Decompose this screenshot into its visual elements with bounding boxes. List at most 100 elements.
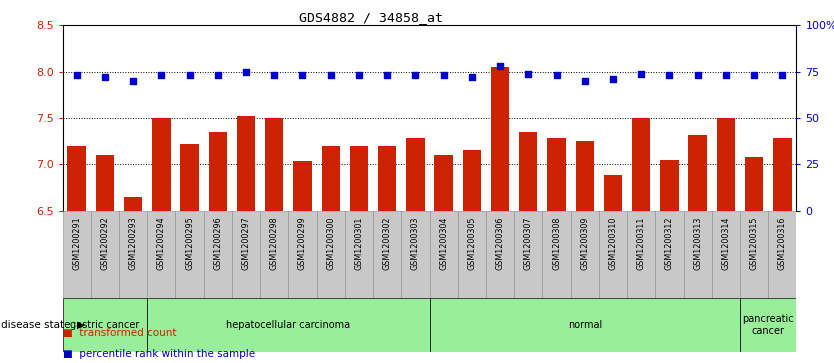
Point: [747, 73, 761, 78]
Text: GSM1200301: GSM1200301: [354, 217, 364, 270]
Point: [409, 73, 422, 78]
Point: [578, 78, 591, 84]
Bar: [458, 211, 486, 298]
Text: GSM1200309: GSM1200309: [580, 217, 590, 270]
Bar: [260, 211, 289, 298]
Point: [465, 74, 479, 80]
Point: [296, 73, 309, 78]
Bar: [745, 157, 763, 211]
Bar: [175, 211, 203, 298]
Text: GSM1200291: GSM1200291: [73, 217, 81, 270]
Point: [776, 73, 789, 78]
Bar: [491, 67, 510, 211]
Text: GSM1200315: GSM1200315: [750, 217, 759, 270]
Text: GSM1200311: GSM1200311: [636, 217, 646, 270]
Bar: [124, 197, 143, 211]
Point: [719, 73, 732, 78]
Bar: [768, 211, 796, 298]
Bar: [599, 211, 627, 298]
Bar: [547, 138, 565, 211]
Point: [635, 71, 648, 77]
Bar: [349, 146, 368, 211]
Text: GSM1200307: GSM1200307: [524, 217, 533, 270]
Point: [239, 69, 253, 75]
Point: [324, 73, 338, 78]
Bar: [740, 298, 796, 352]
Point: [98, 74, 112, 80]
Bar: [711, 211, 740, 298]
Bar: [119, 211, 148, 298]
Bar: [430, 298, 740, 352]
Bar: [180, 144, 198, 211]
Bar: [265, 118, 284, 211]
Bar: [373, 211, 401, 298]
Text: GSM1200294: GSM1200294: [157, 217, 166, 270]
Point: [154, 73, 168, 78]
Bar: [684, 211, 711, 298]
Bar: [237, 116, 255, 211]
Bar: [232, 211, 260, 298]
Bar: [575, 141, 594, 211]
Bar: [203, 211, 232, 298]
Text: GSM1200313: GSM1200313: [693, 217, 702, 270]
Point: [380, 73, 394, 78]
Bar: [740, 211, 768, 298]
Bar: [91, 211, 119, 298]
Text: GSM1200297: GSM1200297: [242, 217, 250, 270]
Bar: [570, 211, 599, 298]
Bar: [406, 138, 425, 211]
Bar: [63, 298, 148, 352]
Bar: [435, 155, 453, 211]
Bar: [716, 118, 735, 211]
Text: GSM1200316: GSM1200316: [778, 217, 786, 270]
Point: [606, 76, 620, 82]
Bar: [604, 175, 622, 211]
Text: GSM1200296: GSM1200296: [214, 217, 223, 270]
Text: GSM1200295: GSM1200295: [185, 217, 194, 270]
Point: [494, 63, 507, 69]
Point: [521, 71, 535, 77]
Bar: [519, 132, 537, 211]
Bar: [378, 146, 396, 211]
Bar: [344, 211, 373, 298]
Bar: [63, 211, 91, 298]
Bar: [656, 211, 684, 298]
Title: GDS4882 / 34858_at: GDS4882 / 34858_at: [299, 11, 443, 24]
Bar: [68, 146, 86, 211]
Bar: [96, 155, 114, 211]
Bar: [148, 211, 175, 298]
Bar: [317, 211, 344, 298]
Text: GSM1200303: GSM1200303: [411, 217, 420, 270]
Point: [268, 73, 281, 78]
Text: gastric cancer: gastric cancer: [70, 320, 139, 330]
Text: normal: normal: [568, 320, 602, 330]
Bar: [542, 211, 570, 298]
Text: GSM1200308: GSM1200308: [552, 217, 561, 270]
Bar: [430, 211, 458, 298]
Point: [691, 73, 705, 78]
Bar: [152, 118, 170, 211]
Text: ■  percentile rank within the sample: ■ percentile rank within the sample: [63, 349, 254, 359]
Bar: [627, 211, 656, 298]
Text: pancreatic
cancer: pancreatic cancer: [742, 314, 794, 336]
Bar: [401, 211, 430, 298]
Text: GSM1200293: GSM1200293: [128, 217, 138, 270]
Text: GSM1200305: GSM1200305: [467, 217, 476, 270]
Bar: [208, 132, 227, 211]
Point: [211, 73, 224, 78]
Text: GSM1200312: GSM1200312: [665, 217, 674, 270]
Text: GSM1200314: GSM1200314: [721, 217, 731, 270]
Text: disease state  ▶: disease state ▶: [1, 320, 85, 330]
Text: GSM1200304: GSM1200304: [440, 217, 448, 270]
Bar: [661, 160, 679, 211]
Text: ■  transformed count: ■ transformed count: [63, 327, 176, 338]
Point: [127, 78, 140, 84]
Text: hepatocellular carcinoma: hepatocellular carcinoma: [226, 320, 350, 330]
Bar: [463, 150, 481, 211]
Point: [550, 73, 563, 78]
Bar: [148, 298, 430, 352]
Bar: [632, 118, 651, 211]
Point: [437, 73, 450, 78]
Text: GSM1200292: GSM1200292: [100, 217, 109, 270]
Bar: [773, 138, 791, 211]
